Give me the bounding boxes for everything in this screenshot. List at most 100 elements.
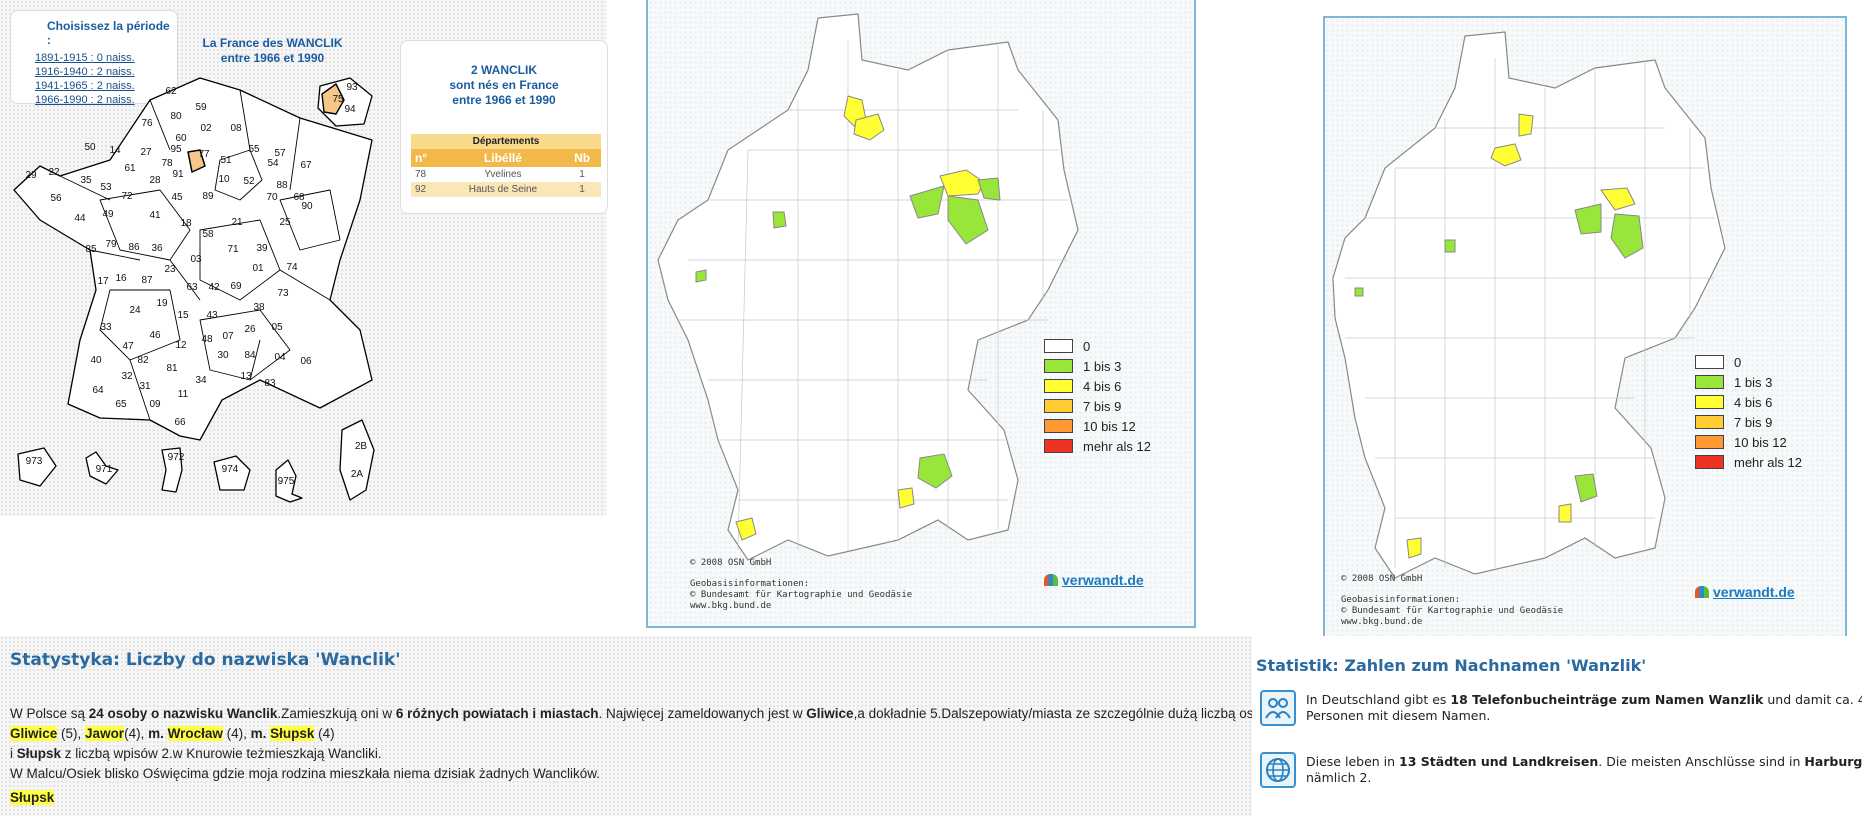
dept-label-34: 34 (195, 375, 207, 386)
dept-label-04: 04 (274, 352, 286, 363)
cell-label: Hauts de Seine (468, 184, 538, 195)
dept-label-17: 17 (97, 276, 109, 287)
dept-label-79: 79 (105, 239, 117, 250)
dept-label-10: 10 (218, 174, 230, 185)
dept-label-77: 77 (198, 149, 210, 160)
legend-item: 0 (1044, 336, 1151, 356)
table-caption: Départements (411, 134, 601, 149)
geo-line1: Geobasisinformationen: (1341, 595, 1461, 605)
france-map-title: La France des WANCLIK entre 1966 et 1990 (190, 36, 355, 66)
dept-label-23: 23 (164, 264, 176, 275)
verwandt-logo-1[interactable]: verwandt.de (1044, 572, 1144, 588)
copyright: © 2008 OSN GmbH (690, 558, 772, 568)
highlight-yvelines (187, 149, 206, 173)
dept-label-62: 62 (165, 86, 177, 97)
dept-label-75: 75 (332, 94, 344, 105)
dept-label-27: 27 (140, 147, 152, 158)
map-credits-1: © 2008 OSN GmbH Geobasisinformationen: ©… (690, 558, 912, 612)
dept-label-2B: 2B (355, 441, 368, 452)
dept-label-22: 22 (48, 167, 60, 178)
dept-label-40: 40 (90, 355, 102, 366)
dept-label-61: 61 (124, 163, 136, 174)
dept-label-57: 57 (274, 148, 286, 159)
stats-line-3: i Słupsk z liczbą wpisów 2.w Knurowie te… (10, 746, 382, 761)
dept-label-55: 55 (248, 144, 260, 155)
geo-line2: © Bundesamt für Kartographie und Geodäsi… (1341, 606, 1564, 616)
dept-label-07: 07 (222, 331, 234, 342)
highlighted-regions (695, 95, 1001, 541)
stats-line-1: W Polsce są 24 osoby o nazwisku Wanclik.… (10, 706, 1252, 721)
dept-label-41: 41 (149, 210, 161, 221)
dept-label-86: 86 (128, 242, 140, 253)
dept-label-51: 51 (220, 155, 232, 166)
legend-item: 4 bis 6 (1695, 392, 1802, 412)
period-title: Choisissez la période : (47, 19, 170, 47)
period-link-1941[interactable]: 1941-1965 : 2 naiss. (35, 80, 135, 92)
dept-label-54: 54 (267, 158, 279, 169)
dept-label-01: 01 (252, 263, 264, 274)
dept-label-94: 94 (344, 104, 356, 115)
verwandt-logo-2[interactable]: verwandt.de (1695, 584, 1795, 600)
dept-label-44: 44 (74, 213, 86, 224)
legend-item: 7 bis 9 (1695, 412, 1802, 432)
polish-stats-heading: Statystyka: Liczby do nazwiska 'Wanclik' (10, 650, 401, 670)
period-link-1966[interactable]: 1966-1990 : 2 naiss. (35, 94, 135, 106)
germany-outline (657, 13, 1079, 561)
col-header-num: n° (415, 151, 428, 165)
dept-label-09: 09 (149, 399, 161, 410)
dept-label-84: 84 (244, 350, 256, 361)
legend-item: 7 bis 9 (1044, 396, 1151, 416)
legend-item: 10 bis 12 (1695, 432, 1802, 452)
dept-label-974: 974 (222, 464, 239, 475)
cell-nb: 1 (579, 169, 585, 180)
dept-label-29: 29 (25, 170, 37, 181)
summary-line2: sont nés en France (449, 78, 559, 92)
geo-line1: Geobasisinformationen: (690, 579, 810, 589)
france-panel: Choisissez la période : 1891-1915 : 0 na… (0, 0, 608, 516)
dept-label-67: 67 (300, 160, 312, 171)
dept-label-03: 03 (190, 254, 202, 265)
period-link-1891[interactable]: 1891-1915 : 0 naiss. (35, 52, 135, 64)
legend-item: 10 bis 12 (1044, 416, 1151, 436)
map-title-line1: La France des WANCLIK (202, 36, 343, 50)
people-logo-icon (1044, 574, 1058, 586)
germany-map-panel-1: 0 1 bis 3 4 bis 6 7 bis 9 10 bis 12 mehr… (646, 0, 1196, 628)
dept-label-25: 25 (279, 217, 291, 228)
dept-label-65: 65 (115, 399, 127, 410)
dept-label-58: 58 (202, 229, 214, 240)
mayotte-outline (275, 459, 303, 503)
dept-label-70: 70 (266, 192, 278, 203)
corsica-outline (339, 419, 375, 501)
dept-label-21: 21 (231, 217, 243, 228)
dept-label-78: 78 (161, 158, 173, 169)
germany-outline (1332, 31, 1726, 579)
dept-label-90: 90 (301, 201, 313, 212)
dept-label-19: 19 (156, 298, 168, 309)
dept-label-56: 56 (50, 193, 62, 204)
polish-stats-panel: Statystyka: Liczby do nazwiska 'Wanclik'… (0, 636, 1252, 816)
period-selector: Choisissez la période : 1891-1915 : 0 na… (10, 10, 178, 106)
dept-label-63: 63 (186, 282, 198, 293)
germany-map-1 (657, 13, 1079, 561)
period-link-1916[interactable]: 1916-1940 : 2 naiss. (35, 66, 135, 78)
dept-label-82: 82 (137, 355, 149, 366)
dept-label-11: 11 (178, 389, 189, 400)
legend-item: mehr als 12 (1044, 436, 1151, 456)
dept-label-13: 13 (240, 371, 252, 382)
dept-label-14: 14 (109, 145, 121, 156)
dept-label-31: 31 (139, 381, 151, 392)
dept-label-53: 53 (100, 182, 112, 193)
dept-label-18: 18 (180, 218, 192, 229)
dept-label-46: 46 (149, 330, 161, 341)
dept-label-972: 972 (168, 452, 185, 463)
dept-label-73: 73 (277, 288, 289, 299)
dept-label-24: 24 (129, 305, 141, 316)
legend-item: 4 bis 6 (1044, 376, 1151, 396)
highlight-hauts-de-seine (321, 83, 345, 115)
dept-label-59: 59 (195, 102, 207, 113)
legend-2: 0 1 bis 3 4 bis 6 7 bis 9 10 bis 12 mehr… (1695, 352, 1802, 472)
summary-line1: 2 WANCLIK (471, 63, 537, 77)
dept-label-36: 36 (151, 243, 163, 254)
dept-label-93: 93 (346, 82, 358, 93)
